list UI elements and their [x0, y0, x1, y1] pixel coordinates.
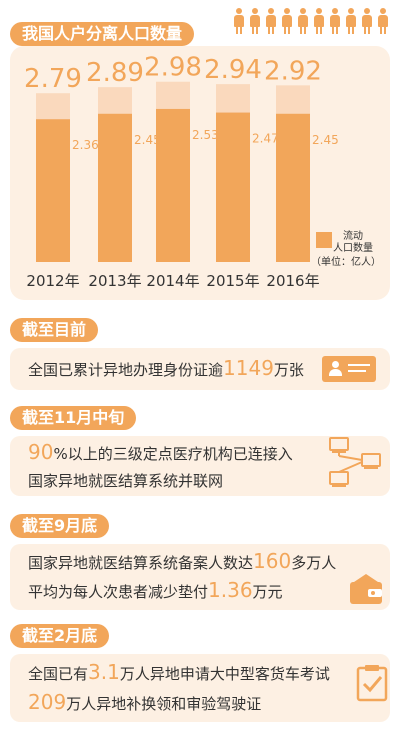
- section-feb-line1-post: 万人异地申请大中型客货车考试: [119, 665, 330, 683]
- section-sep-line1: 国家异地就医结算系统备案人数达160多万人: [28, 549, 336, 573]
- person-icon: [346, 8, 356, 34]
- floating-value-label: 2.36: [72, 138, 99, 152]
- legend-unit: （单位：亿人）: [311, 255, 381, 268]
- clipboard-check-icon: [356, 665, 388, 702]
- bar-floating: [276, 113, 310, 263]
- category-label: 2013年: [88, 272, 141, 290]
- section-current-pre: 全国已累计异地办理身份证逾: [28, 361, 224, 379]
- section-feb-line2: 209万人异地补换领和审验驾驶证: [28, 690, 261, 714]
- section-heading-current: 截至目前: [10, 318, 99, 342]
- total-value-label: 2.94: [204, 55, 262, 85]
- legend-swatch: [316, 232, 332, 248]
- section-feb-line1-pre: 全国已有: [28, 665, 89, 683]
- section-current-post: 万张: [273, 361, 304, 379]
- person-icon: [330, 8, 340, 34]
- bar-chart: 2.79 2.36 2012年 2.89 2.45 2013年 2.98 2.53 2014年 2…: [24, 53, 381, 290]
- section-heading-nov: 截至11月中旬: [10, 406, 137, 430]
- section-sep-line1-num: 160: [253, 549, 292, 573]
- person-icon: [266, 8, 276, 34]
- section-heading-sep: 截至9月底: [10, 514, 110, 538]
- chart-legend: 流动 人口数量 （单位：亿人）: [311, 229, 381, 268]
- section-sep-line2: 平均为每人次患者减少垫付1.36万元: [28, 578, 283, 602]
- legend-label-line2: 人口数量: [333, 241, 373, 254]
- person-icon: [282, 8, 292, 34]
- total-value-label: 2.89: [86, 58, 144, 88]
- person-icon: [250, 8, 260, 34]
- bar-floating: [36, 119, 70, 262]
- total-value-label: 2.92: [264, 56, 322, 86]
- person-icon: [378, 8, 388, 34]
- category-label: 2012年: [26, 272, 79, 290]
- floating-value-label: 2.45: [312, 133, 339, 147]
- total-value-label: 2.79: [24, 64, 82, 94]
- computer-network-icon: [329, 437, 381, 487]
- id-card-icon: [322, 356, 376, 382]
- person-icon: [314, 8, 324, 34]
- section-heading-feb: 截至2月底: [10, 624, 110, 648]
- bar-floating: [98, 113, 132, 263]
- wallet-icon: [350, 574, 382, 604]
- section-nov-line1: 90%以上的三级定点医疗机构已连接入: [28, 440, 293, 464]
- section-current-text: 全国已累计异地办理身份证逾1149万张: [28, 356, 304, 380]
- chart-panel: 2.79 2.36 2012年 2.89 2.45 2013年 2.98 2.53 2014年 2…: [10, 46, 390, 300]
- person-icon: [298, 8, 308, 34]
- total-value-label: 2.98: [144, 53, 202, 83]
- section-feb-line2-post: 万人异地补换领和审验驾驶证: [66, 695, 262, 713]
- section-sep-panel: [10, 544, 390, 610]
- floating-value-label: 2.53: [192, 128, 219, 142]
- people-icon-row: [234, 8, 388, 34]
- chart-title: 我国人户分离人口数量: [10, 22, 195, 46]
- section-feb-line1-num: 3.1: [88, 660, 120, 684]
- floating-value-label: 2.47: [252, 132, 279, 146]
- section-nov-line1-post: %以上的三级定点医疗机构已连接入: [53, 445, 293, 463]
- section-sep-line1-post: 多万人: [291, 554, 337, 572]
- section-feb-line2-num: 209: [28, 690, 67, 714]
- section-feb-line1: 全国已有3.1万人异地申请大中型客货车考试: [28, 660, 330, 684]
- bar-floating: [156, 108, 190, 262]
- person-icon: [234, 8, 244, 34]
- category-label: 2016年: [266, 272, 319, 290]
- section-nov-panel: [10, 436, 390, 496]
- section-nov-line2: 国家异地就医结算系统并联网: [28, 472, 224, 490]
- section-nov-num: 90: [28, 440, 54, 464]
- floating-value-label: 2.45: [134, 133, 161, 147]
- legend-label-line1: 流动: [343, 229, 363, 242]
- person-icon: [362, 8, 372, 34]
- section-sep-line1-pre: 国家异地就医结算系统备案人数达: [28, 554, 254, 572]
- section-sep-line2-post: 万元: [252, 583, 283, 601]
- section-current-num: 1149: [223, 356, 274, 380]
- category-label: 2015年: [206, 272, 259, 290]
- bar-floating: [216, 112, 250, 262]
- category-label: 2014年: [146, 272, 199, 290]
- section-sep-line2-num: 1.36: [208, 578, 253, 602]
- section-feb-panel: [10, 654, 390, 722]
- section-sep-line2-pre: 平均为每人次患者减少垫付: [28, 583, 209, 601]
